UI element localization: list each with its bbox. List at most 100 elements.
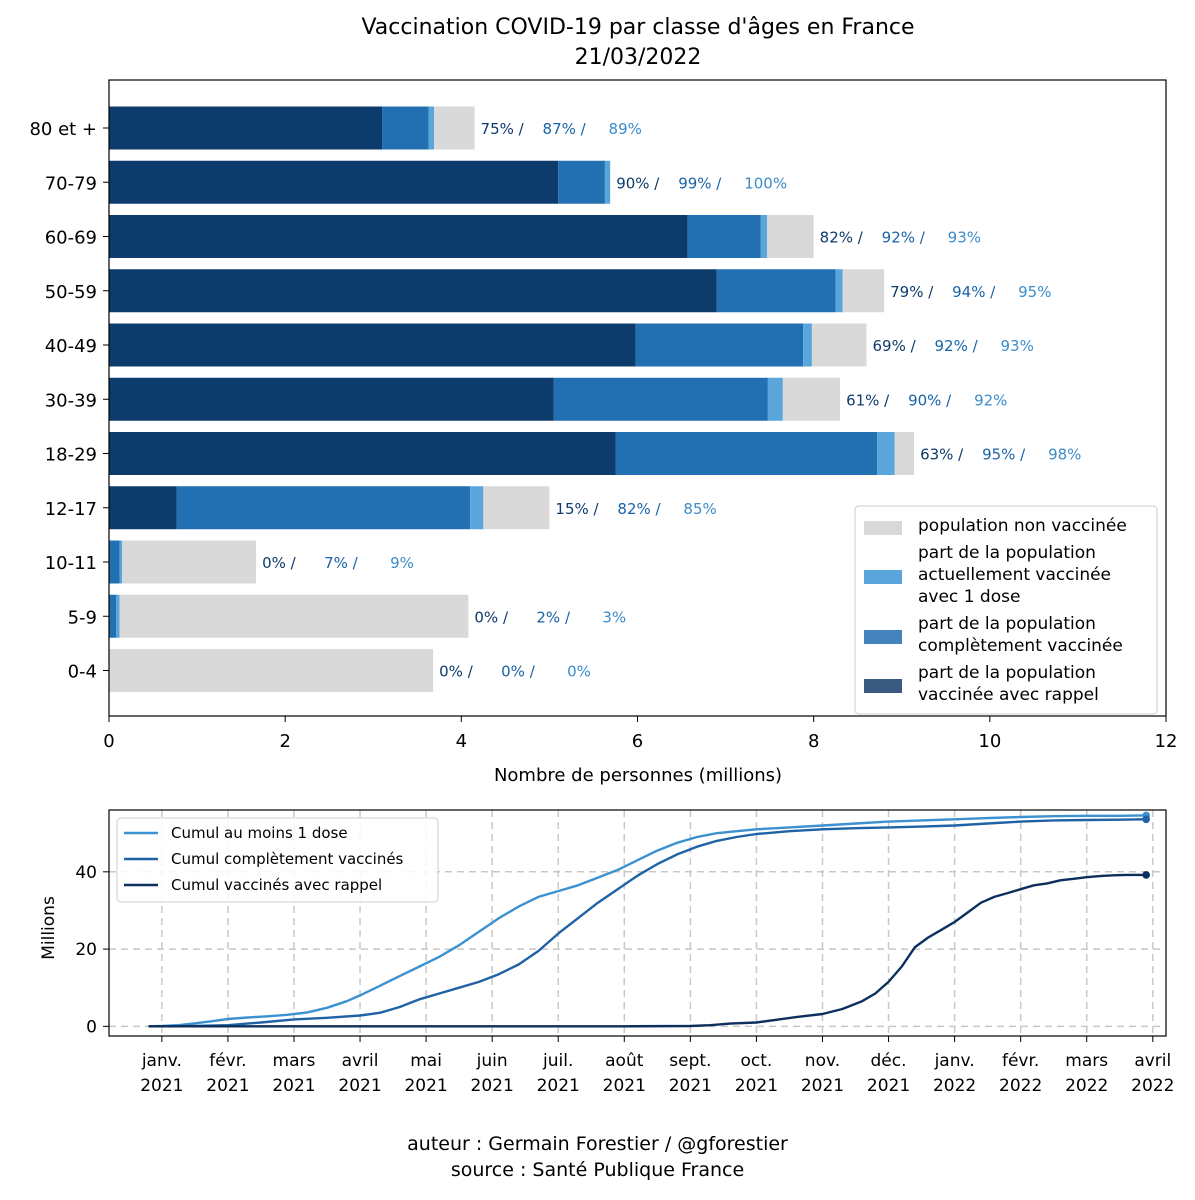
pct-label-rappel: 90% / [616,174,660,192]
x-tick-label: 2 [279,731,290,752]
x-tick-month: mai [410,1051,442,1071]
legend-frame [854,505,1158,715]
pct-label-rappel: 63% / [920,446,964,464]
pct-label-une-dose: 85% [683,500,716,518]
pct-label-complet: 95% / [982,446,1026,464]
bar-segment [109,594,117,638]
x-tick-year: 2022 [999,1076,1042,1096]
series-line [148,818,1147,1028]
pct-label-une-dose: 0% [567,663,591,681]
pct-label-rappel: 79% / [890,283,934,301]
bar-segment [109,323,636,367]
pct-label-complet: 87% / [543,120,587,138]
legend-label: part de la population [918,543,1096,563]
legend-label: actuellement vaccinée [918,565,1111,585]
legend-swatch [864,679,902,693]
bar-segment [122,540,257,584]
x-tick-label: 8 [808,731,819,752]
pct-label-complet: 82% / [617,500,661,518]
x-tick-month: févr. [209,1051,246,1071]
x-tick-year: 2021 [867,1076,910,1096]
y-tick-label: 50-59 [45,282,97,303]
bar-segment [811,323,867,367]
legend-swatch [864,630,902,644]
pct-label-complet: 2% / [536,608,571,626]
pct-label-complet: 7% / [324,554,359,572]
y-tick-label: 20 [75,940,97,960]
y-tick-label: 40 [75,863,97,883]
x-tick-year: 2021 [206,1076,249,1096]
x-tick-month: mars [273,1051,316,1071]
bar-segment [767,377,783,421]
bar-segment [483,486,550,530]
bar-segment [428,106,435,150]
pct-label-une-dose: 9% [390,554,414,572]
x-tick-month: mars [1065,1051,1108,1071]
x-tick-year: 2021 [404,1076,447,1096]
line-chart: 0 20 40 janv. 2021 févr. 2021 mars 2021 avril 2021… [75,809,1174,1096]
pct-label-complet: 90% / [908,391,952,409]
bar-segment [782,377,841,421]
bar-segment [470,486,484,530]
series-end-point [1142,871,1150,879]
pct-label-une-dose: 95% [1018,283,1051,301]
x-tick-label: 12 [1155,731,1178,752]
bar-segment [615,432,878,475]
pct-label-rappel: 75% / [481,120,525,138]
x-tick-month: déc. [871,1051,907,1071]
bar-segment [635,323,804,367]
x-tick-year: 2021 [603,1076,646,1096]
y-tick-label: 0 [86,1017,97,1037]
bar-segment [109,160,559,204]
y-tick-label: 10-11 [45,553,97,574]
x-tick-year: 2021 [735,1076,778,1096]
footer-author: auteur : Germain Forestier / @gforestier [407,1133,788,1155]
legend-label: vaccinée avec rappel [918,685,1099,705]
legend-label: population non vaccinée [918,516,1127,536]
pct-label-une-dose: 92% [974,391,1007,409]
x-tick-year: 2021 [338,1076,381,1096]
legend-label: Cumul au moins 1 dose [171,824,348,842]
bar-legend: population non vaccinée part de la popula… [854,505,1158,715]
pct-label-complet: 94% / [952,283,996,301]
line-axes-frame [108,809,1167,1037]
legend-swatch [864,521,902,535]
bar-segment [109,106,383,150]
chart-subtitle: 21/03/2022 [575,45,702,70]
pct-label-rappel: 0% / [262,554,297,572]
bar-segment [116,594,120,638]
bar-segment [553,377,768,421]
pct-label-rappel: 69% / [873,337,917,355]
y-tick-label: 5-9 [68,607,97,628]
bar-segment [109,215,688,258]
bar-segment [877,432,895,475]
x-tick-month: juil. [542,1051,573,1071]
series-line [148,814,1147,1028]
pct-label-rappel: 0% / [474,608,509,626]
pct-label-une-dose: 3% [602,608,626,626]
x-tick-month: avril [342,1051,379,1071]
bar-segment [716,269,836,313]
x-tick-year: 2021 [272,1076,315,1096]
footer-source: source : Santé Publique France [450,1159,745,1181]
bar-segment [109,649,434,692]
x-tick-year: 2022 [933,1076,976,1096]
pct-label-une-dose: 100% [744,174,787,192]
y-tick-label: 30-39 [45,390,97,411]
x-tick-month: févr. [1002,1051,1039,1071]
x-tick-label: 0 [103,731,114,752]
legend-label: Cumul complètement vaccinés [171,850,404,868]
x-tick-year: 2021 [471,1076,514,1096]
bar-segment [604,160,611,204]
bar-chart: 80 et +75% /87% /89%70-79 90% /99% /100%6… [29,79,1178,752]
x-tick-year: 2021 [801,1076,844,1096]
x-tick-month: janv. [141,1051,182,1071]
x-tick-year: 2022 [1065,1076,1108,1096]
bar-segment [109,540,120,584]
bar-segment [766,215,814,258]
pct-label-une-dose: 93% [1001,337,1034,355]
series-end-point [1142,815,1150,824]
bar-segment [434,106,475,150]
pct-label-une-dose: 93% [948,229,981,247]
